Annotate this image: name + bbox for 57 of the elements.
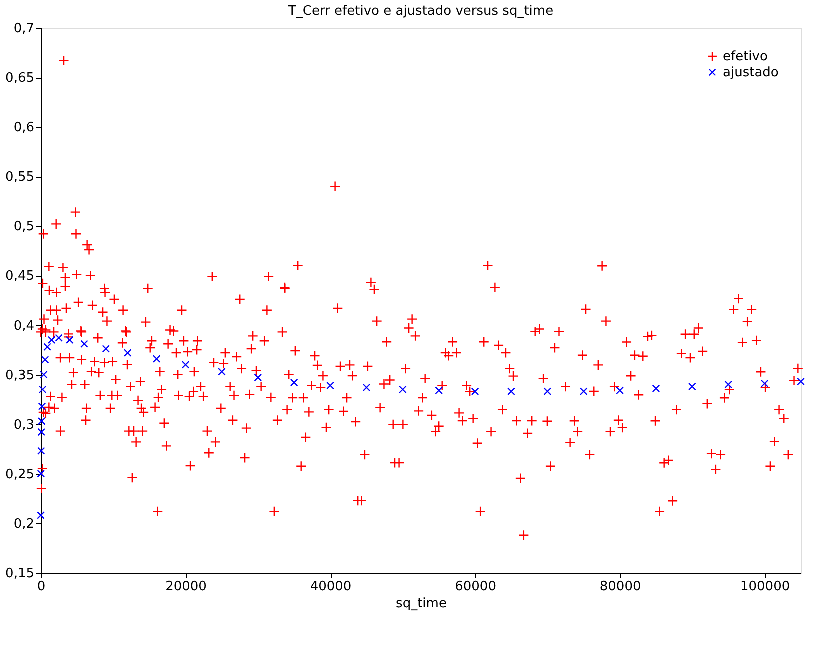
point [38,386,47,394]
point [41,356,50,364]
point [435,386,444,395]
x-tick-label: 80000 [600,580,642,594]
point [124,349,132,357]
point [182,360,190,369]
y-tick-label: 0,45 [6,269,34,284]
point [688,382,696,391]
point [102,345,110,353]
point [152,355,161,363]
y-tick-label: 0,15 [6,566,34,582]
point [40,370,48,379]
y-tick-label: 0,5 [14,220,34,235]
x-tick-label: 20000 [166,580,207,594]
point [37,470,46,478]
legend-label: efetivo [723,50,768,64]
point [544,388,552,396]
point [471,388,480,396]
point [616,386,624,395]
point [37,512,45,520]
y-tick-label: 0,7 [14,22,34,36]
point [218,368,226,376]
y-tick-label: 0,3 [14,418,34,433]
point [66,336,74,344]
y-tick-label: 0,25 [6,467,34,482]
point [80,340,88,348]
point [37,447,46,456]
point [254,374,262,382]
x-tick-label: 0 [37,580,46,594]
point [38,428,46,436]
point [508,388,516,396]
point [760,380,769,388]
y-tick-label: 0,6 [14,120,34,136]
point [38,417,46,426]
point [652,384,660,393]
point [44,343,52,351]
point [38,402,46,410]
y-tick-label: 0,2 [14,516,34,532]
legend-label: ajustado [723,66,779,80]
x-axis-title: sq_time [396,596,447,612]
point [362,384,371,392]
point [290,378,298,387]
y-tick-label: 0,65 [6,71,34,86]
point [55,334,64,342]
y-tick-label: 0,55 [6,170,34,186]
point [580,388,588,396]
x-tick-label: 100000 [740,580,790,594]
y-tick-label: 0,4 [14,318,34,334]
point [797,378,805,386]
point [326,382,334,390]
point [724,380,733,389]
x-tick-label: 60000 [455,580,496,594]
y-tick-label: 0,35 [6,368,34,384]
point [48,336,56,344]
point [398,386,407,394]
chart-title: T_Cerr efetivo e ajustado versus sq_time [287,4,554,19]
x-tick-label: 40000 [310,580,352,594]
